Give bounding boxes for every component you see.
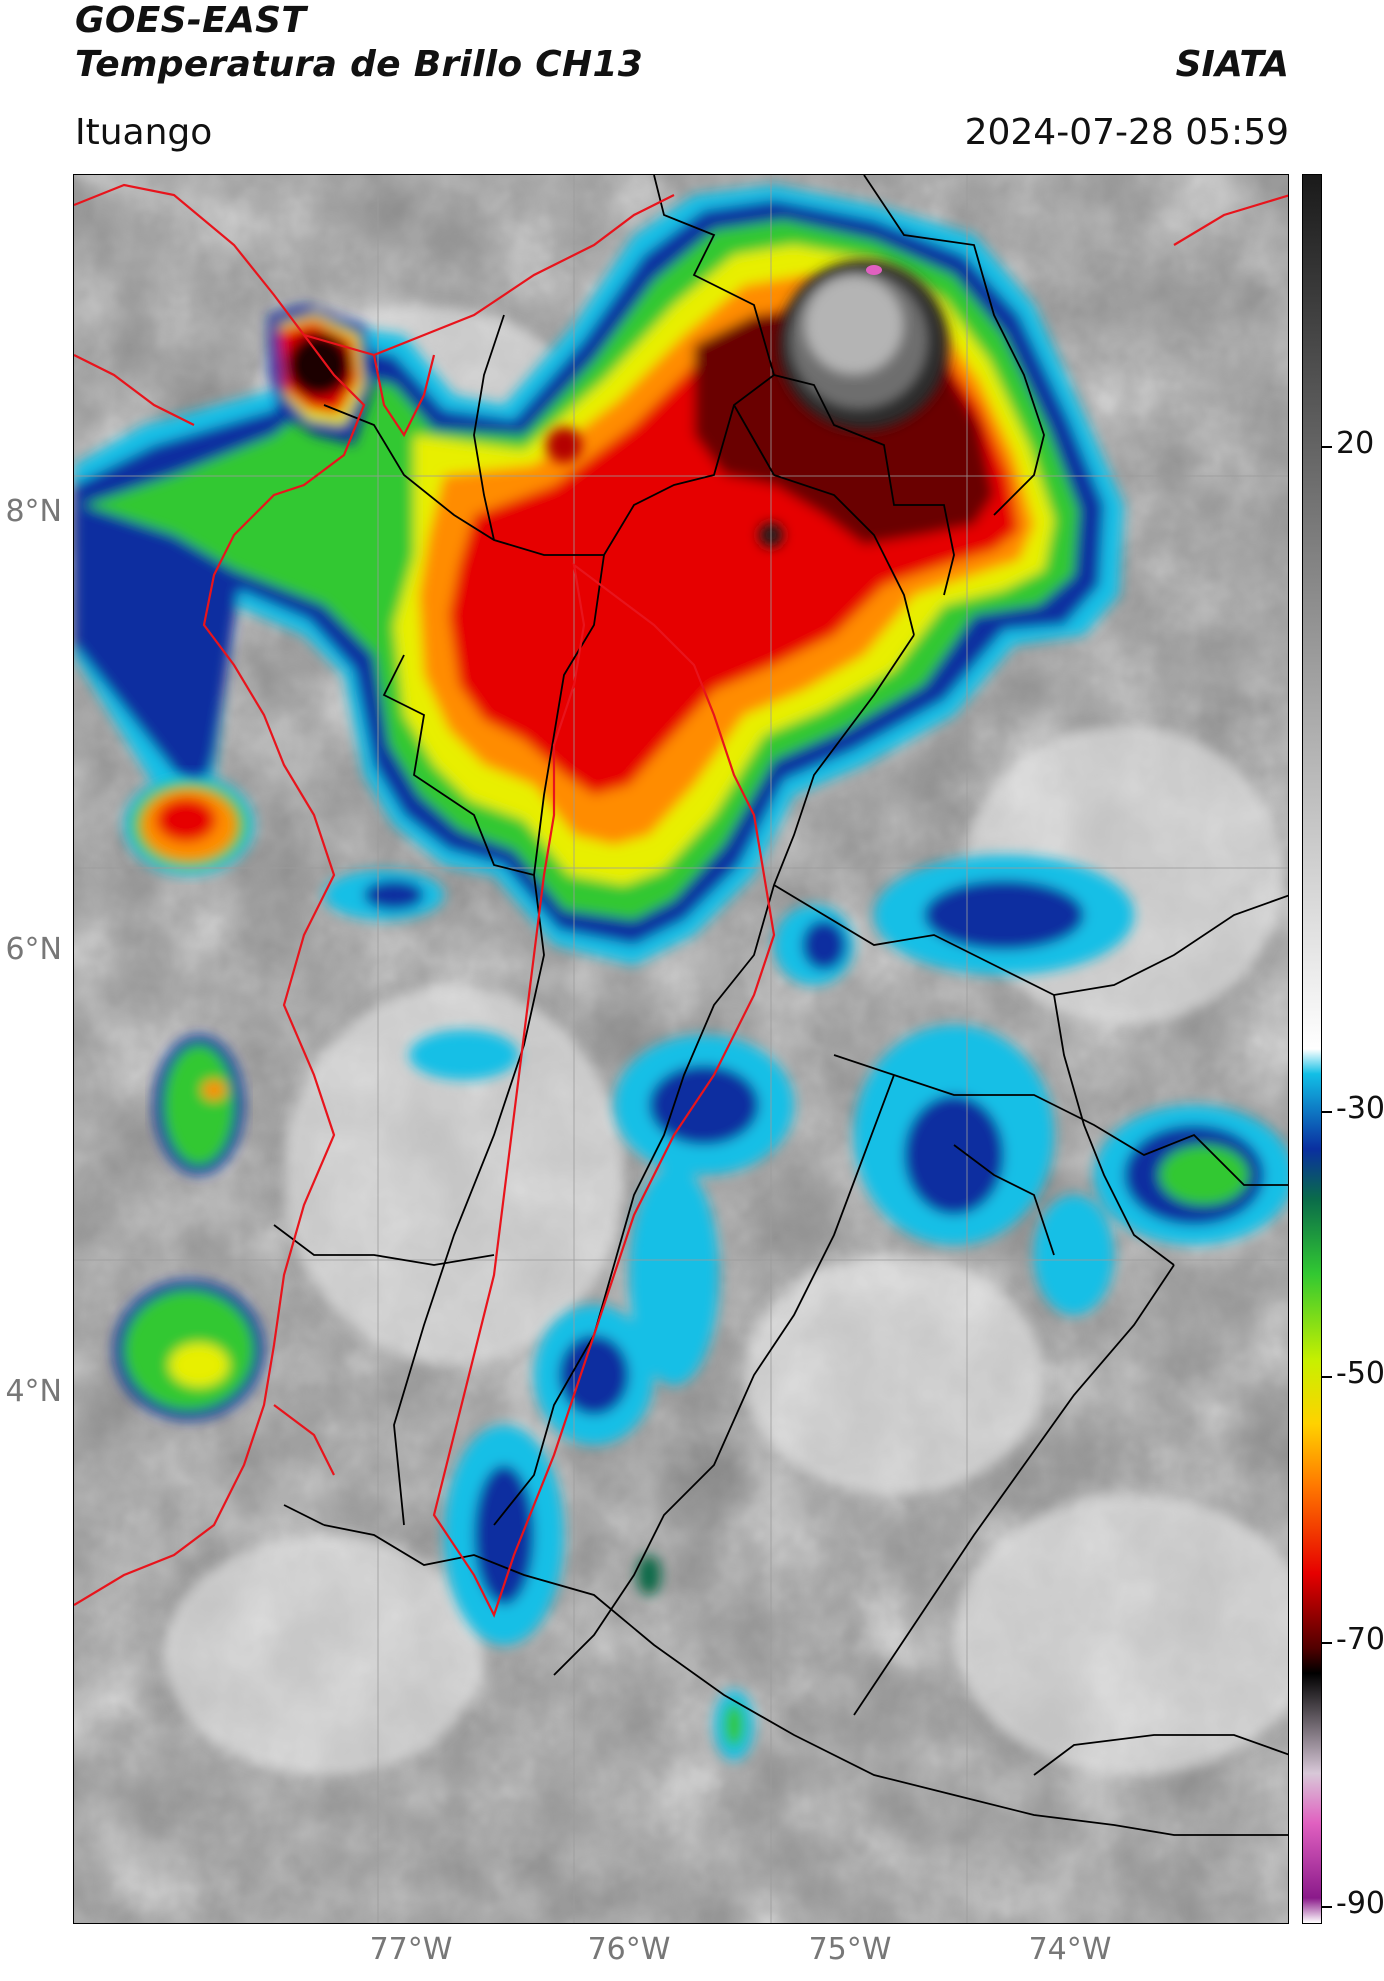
satellite-map xyxy=(74,175,1288,1923)
colorbar-label-minus50: -50 xyxy=(1336,1356,1384,1391)
lon-label-74w: 74°W xyxy=(1028,1932,1112,1967)
organization-label: SIATA xyxy=(1175,44,1289,85)
colorbar-label-minus90: -90 xyxy=(1336,1886,1384,1921)
department-boundaries xyxy=(273,175,1288,1836)
colorbar-tick-minus30 xyxy=(1322,1111,1332,1113)
station-label: Ituango xyxy=(75,112,213,153)
isolated-cell-sw1 xyxy=(154,1035,244,1175)
colorbar-label-20: 20 xyxy=(1336,426,1375,461)
lat-label-4n: 4°N xyxy=(5,1374,62,1409)
secondary-cores xyxy=(269,305,783,547)
isolated-cell-west xyxy=(124,775,254,875)
chart-title-line1: GOES-EAST xyxy=(75,0,307,41)
colorbar-label-minus70: -70 xyxy=(1336,1622,1384,1657)
chart-title-line2: Temperatura de Brillo CH13 xyxy=(75,44,644,85)
isolated-cell-sw2 xyxy=(114,1280,264,1420)
lon-label-75w: 75°W xyxy=(808,1932,892,1967)
gridlines xyxy=(74,175,1288,1923)
overshooting-top xyxy=(779,260,949,430)
colorbar-label-minus30: -30 xyxy=(1336,1091,1384,1126)
colorbar-tick-minus50 xyxy=(1322,1376,1332,1378)
country-coast-boundaries xyxy=(74,183,1288,1618)
colorbar-tick-minus70 xyxy=(1322,1642,1332,1644)
lon-label-77w: 77°W xyxy=(369,1932,453,1967)
lat-label-8n: 8°N xyxy=(5,494,62,529)
lat-label-6n: 6°N xyxy=(5,932,62,967)
colorbar xyxy=(1302,174,1322,1924)
datetime-label: 2024-07-28 05:59 xyxy=(964,112,1289,153)
colorbar-tick-20 xyxy=(1322,446,1332,448)
colorbar-tick-minus90 xyxy=(1322,1906,1332,1908)
scattered-convection xyxy=(324,855,1288,1760)
map-frame xyxy=(73,174,1289,1924)
lon-label-76w: 76°W xyxy=(587,1932,671,1967)
